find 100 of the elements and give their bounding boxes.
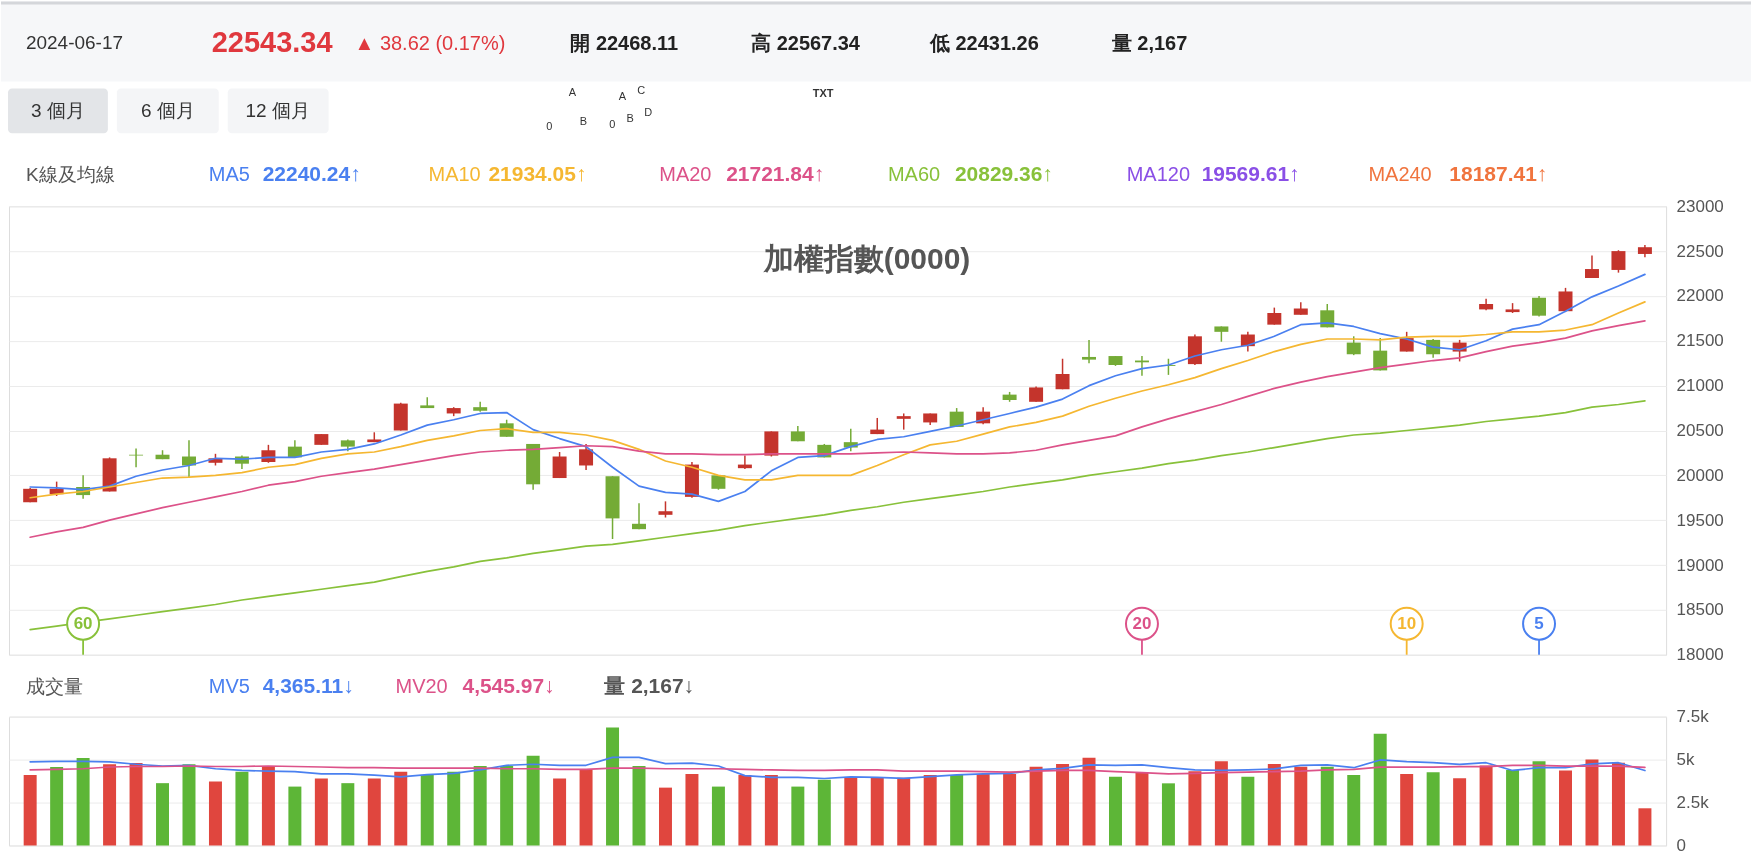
y-tick-label: 20000 <box>1676 465 1724 485</box>
bar <box>1426 772 1440 846</box>
bar <box>314 778 328 846</box>
candlestick <box>1532 295 1547 318</box>
annotation: 20 <box>1132 613 1152 633</box>
bar <box>1214 761 1228 846</box>
bar <box>473 765 487 846</box>
bar <box>1267 763 1281 846</box>
bar <box>606 727 620 846</box>
annotation: 10 <box>1397 613 1417 633</box>
bar <box>1585 759 1599 846</box>
bar <box>261 765 275 846</box>
text: B <box>579 115 587 128</box>
text: 18187.41↑ <box>1449 162 1548 186</box>
bar <box>844 777 858 846</box>
bar <box>1373 733 1387 846</box>
y-tick-label: 7.5k <box>1676 707 1710 727</box>
text: 12 個月 <box>245 100 310 122</box>
text: 22543.34 <box>211 26 333 59</box>
candlestick <box>1611 249 1626 274</box>
bar <box>870 777 884 846</box>
bar <box>923 774 937 846</box>
text: 2024-06-17 <box>25 32 123 54</box>
candlestick <box>420 396 435 409</box>
y-tick-label: 21500 <box>1676 331 1724 351</box>
bar <box>579 769 593 846</box>
text: D <box>644 106 653 119</box>
y-tick-label: 19500 <box>1676 510 1724 530</box>
text: 20829.36↑ <box>954 162 1053 186</box>
text: MV20 <box>395 674 448 697</box>
text: MV5 <box>208 674 250 697</box>
y-tick-label: 22500 <box>1676 241 1724 261</box>
bar <box>156 783 170 846</box>
text: 0 <box>546 120 553 133</box>
bar <box>1029 766 1043 846</box>
bar <box>23 775 37 846</box>
bar <box>764 775 778 846</box>
line-series <box>29 764 1646 775</box>
candlestick <box>129 447 144 469</box>
bar <box>1056 763 1070 846</box>
bar <box>950 774 964 846</box>
text: 19569.61↑ <box>1201 162 1300 186</box>
bar <box>685 773 699 846</box>
text: A <box>568 86 577 99</box>
bar <box>711 786 725 846</box>
bar <box>447 771 461 846</box>
text: 量 2,167 <box>1110 32 1188 55</box>
bar <box>1506 769 1520 846</box>
text: MA5 <box>208 163 250 186</box>
bar <box>1241 776 1255 846</box>
bar <box>341 783 355 846</box>
y-tick-label: 22000 <box>1676 286 1724 306</box>
bar <box>658 787 672 846</box>
text: 22240.24↑ <box>262 162 361 186</box>
candlestick <box>1055 357 1070 390</box>
bar <box>1135 772 1149 846</box>
bar <box>1082 757 1096 846</box>
text: 量 2,167↓ <box>603 673 695 697</box>
bar <box>1532 761 1546 846</box>
bar <box>1638 808 1652 846</box>
bar <box>1320 766 1334 846</box>
text: 低 22431.26 <box>928 32 1039 55</box>
bar <box>50 767 64 846</box>
text: 0 <box>609 118 616 131</box>
bar <box>1109 776 1122 846</box>
bar <box>208 781 222 846</box>
line-series <box>29 756 1646 780</box>
candlestick <box>1558 287 1573 313</box>
bar <box>897 777 911 846</box>
text: MA20 <box>659 163 712 186</box>
bar <box>182 764 196 846</box>
bar <box>817 779 831 846</box>
bar <box>526 755 540 846</box>
text: MA240 <box>1368 163 1432 186</box>
bar <box>1188 771 1202 846</box>
text: K線及均線 <box>25 164 115 186</box>
text: B <box>626 112 634 125</box>
y-tick-label: 18500 <box>1676 600 1724 620</box>
y-tick-label: 18000 <box>1676 645 1724 665</box>
text: 加權指數(0000) <box>762 242 971 276</box>
y-tick-label: 23000 <box>1676 196 1724 216</box>
bar <box>103 764 117 846</box>
y-tick-label: 19000 <box>1676 555 1724 575</box>
bar <box>553 778 567 846</box>
text: TXT <box>812 87 834 100</box>
text: 4,365.11↓ <box>262 673 354 697</box>
text: 21934.05↑ <box>488 162 587 186</box>
text: MA120 <box>1126 163 1190 186</box>
bar <box>129 763 143 846</box>
text: 21721.84↑ <box>726 162 825 186</box>
text: C <box>637 84 646 97</box>
text: A <box>618 90 627 103</box>
bar <box>632 765 646 846</box>
candlestick <box>552 451 567 479</box>
y-tick-label: 0 <box>1676 836 1687 856</box>
candlestick <box>632 502 646 530</box>
bar <box>394 771 408 846</box>
bar <box>1611 762 1625 846</box>
y-tick-label: 5k <box>1676 750 1696 770</box>
bar <box>976 773 990 846</box>
